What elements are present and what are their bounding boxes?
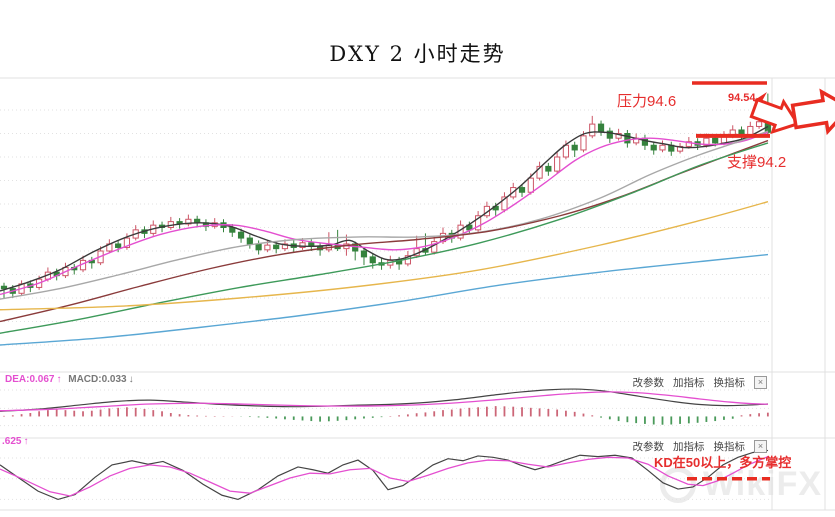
- watermark: WikiFX: [660, 465, 822, 504]
- big-right-arrow-icon: [790, 88, 835, 136]
- close-indicator-button[interactable]: ×: [754, 440, 767, 453]
- dea-value: DEA:0.067: [5, 374, 55, 385]
- toolbar-button-加指标[interactable]: 加指标: [673, 377, 705, 389]
- kd-toolbar: 改参数 加指标 换指标 ×: [632, 439, 767, 454]
- toolbar-button-改参数[interactable]: 改参数: [632, 377, 665, 389]
- macd-values: DEA:0.067 ↑ MACD:0.033 ↓: [5, 374, 134, 385]
- dea-up-arrow-icon: ↑: [56, 374, 62, 385]
- high-price-label: 94.54: [728, 92, 756, 104]
- d-value: .625: [2, 436, 22, 447]
- support-label: 支撑94.2: [727, 154, 787, 171]
- macd-down-arrow-icon: ↓: [128, 374, 134, 385]
- big-right-arrow-icon: [749, 97, 800, 135]
- watermark-text: WikiFX: [703, 465, 823, 503]
- d-up-arrow-icon: ↑: [23, 436, 29, 447]
- resistance-label: 压力94.6: [617, 93, 677, 110]
- kd-note-label: KD在50以上，多方掌控: [654, 455, 792, 470]
- macd-value: MACD:0.033: [68, 374, 127, 385]
- close-indicator-button[interactable]: ×: [754, 376, 767, 389]
- page-title: DXY 2 小时走势: [329, 42, 506, 66]
- toolbar-button-加指标[interactable]: 加指标: [673, 441, 705, 453]
- kd-values: .625 ↑: [2, 436, 28, 447]
- toolbar-button-换指标[interactable]: 换指标: [713, 441, 746, 453]
- macd-toolbar: 改参数 加指标 换指标 ×: [632, 375, 767, 390]
- toolbar-button-换指标[interactable]: 换指标: [713, 377, 746, 389]
- toolbar-button-改参数[interactable]: 改参数: [632, 441, 665, 453]
